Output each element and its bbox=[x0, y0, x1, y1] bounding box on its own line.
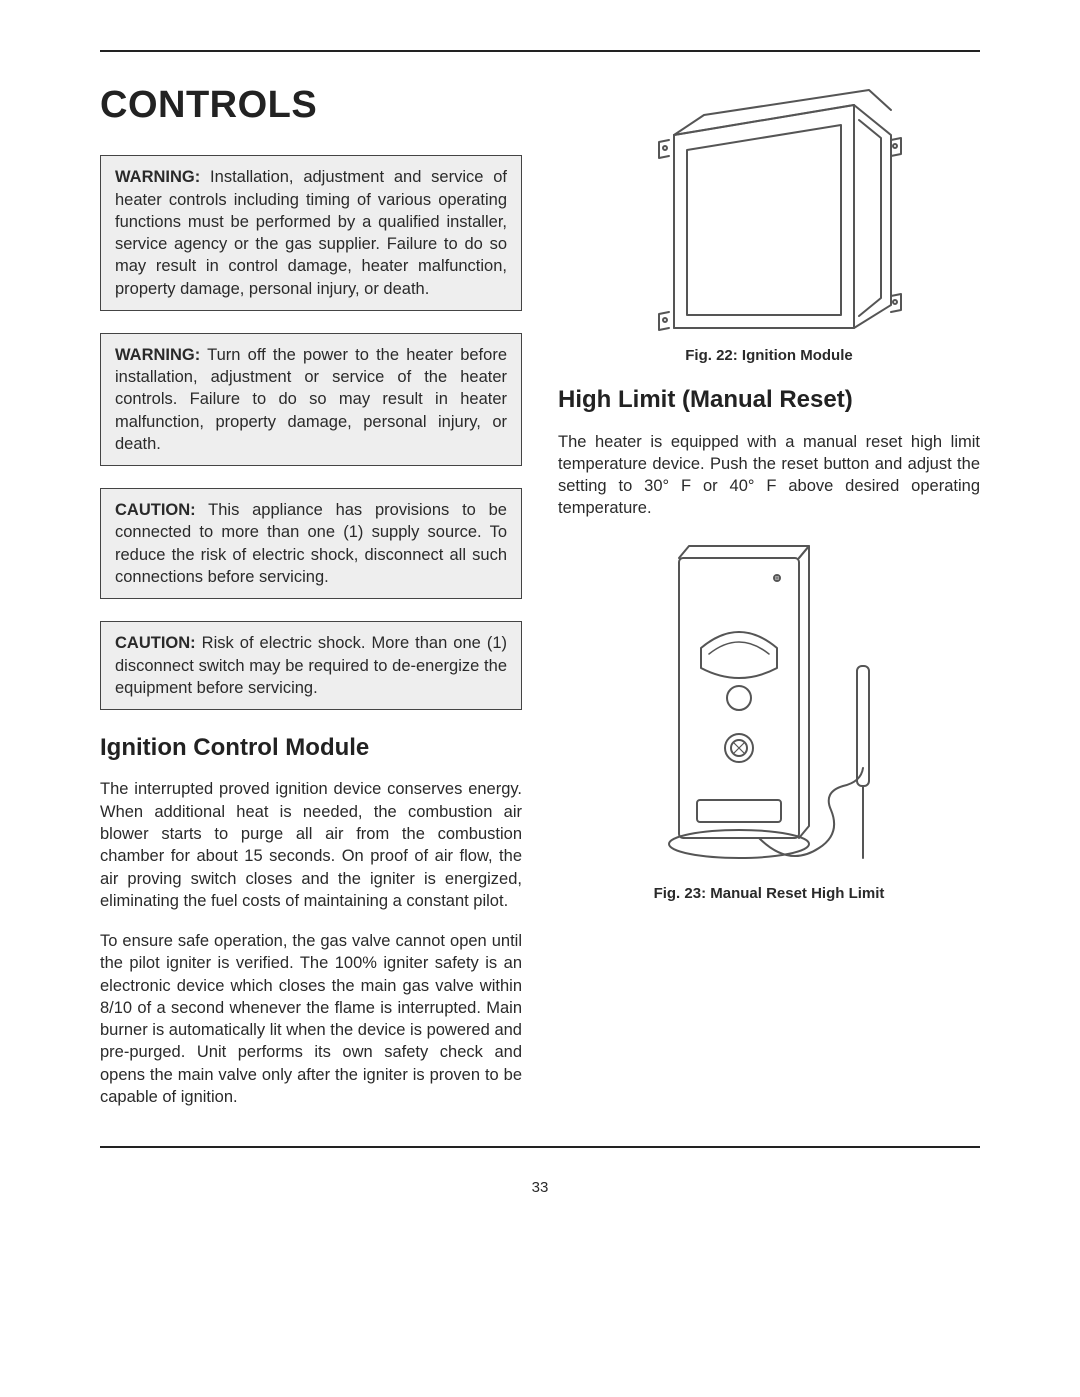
manual-reset-high-limit-diagram bbox=[609, 538, 929, 878]
ignition-module-diagram bbox=[619, 80, 919, 340]
warning-box-1: WARNING: Installation, adjustment and se… bbox=[100, 155, 522, 311]
two-column-layout: CONTROLS WARNING: Installation, adjustme… bbox=[100, 80, 980, 1126]
caution-box-1: CAUTION: This appliance has provisions t… bbox=[100, 488, 522, 599]
top-rule bbox=[100, 50, 980, 52]
caution-label: CAUTION: bbox=[115, 501, 196, 519]
right-column: Fig. 22: Ignition Module High Limit (Man… bbox=[558, 80, 980, 1126]
section-heading-highlimit: High Limit (Manual Reset) bbox=[558, 384, 980, 416]
page-title: CONTROLS bbox=[100, 80, 522, 131]
warning-text: Installation, adjustment and service of … bbox=[115, 168, 507, 297]
caution-box-2: CAUTION: Risk of electric shock. More th… bbox=[100, 621, 522, 710]
figure-caption: Fig. 22: Ignition Module bbox=[685, 346, 852, 366]
warning-label: WARNING: bbox=[115, 168, 200, 186]
body-paragraph: To ensure safe operation, the gas valve … bbox=[100, 930, 522, 1108]
figure-caption: Fig. 23: Manual Reset High Limit bbox=[654, 884, 885, 904]
caution-label: CAUTION: bbox=[115, 634, 196, 652]
body-paragraph: The heater is equipped with a manual res… bbox=[558, 431, 980, 520]
figure-23: Fig. 23: Manual Reset High Limit bbox=[558, 538, 980, 904]
warning-label: WARNING: bbox=[115, 346, 200, 364]
page-number: 33 bbox=[100, 1178, 980, 1198]
left-column: CONTROLS WARNING: Installation, adjustme… bbox=[100, 80, 522, 1126]
figure-22: Fig. 22: Ignition Module bbox=[558, 80, 980, 366]
bottom-rule bbox=[100, 1146, 980, 1148]
warning-box-2: WARNING: Turn off the power to the heate… bbox=[100, 333, 522, 466]
body-paragraph: The interrupted proved ignition device c… bbox=[100, 778, 522, 912]
section-heading-ignition: Ignition Control Module bbox=[100, 732, 522, 764]
